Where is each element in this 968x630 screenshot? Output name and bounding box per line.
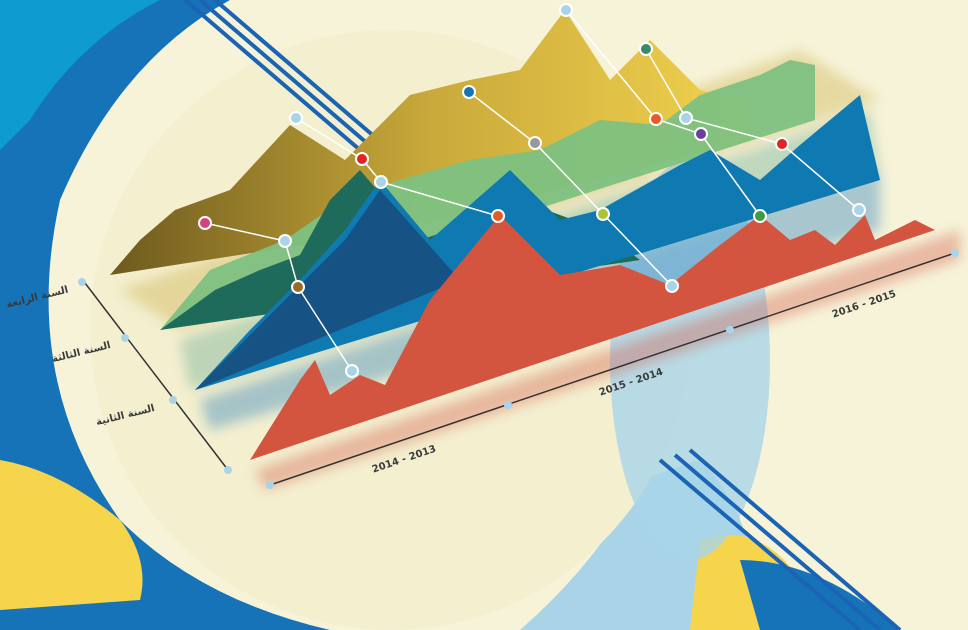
stripes <box>183 0 902 630</box>
splash <box>0 0 160 150</box>
axis-dots <box>78 249 959 489</box>
axis <box>84 282 229 471</box>
splash <box>0 0 330 630</box>
axis <box>269 252 956 486</box>
lines <box>204 9 860 372</box>
splash <box>0 460 143 610</box>
area <box>110 10 750 275</box>
area <box>195 190 460 390</box>
dots <box>198 3 866 378</box>
area <box>250 215 935 460</box>
